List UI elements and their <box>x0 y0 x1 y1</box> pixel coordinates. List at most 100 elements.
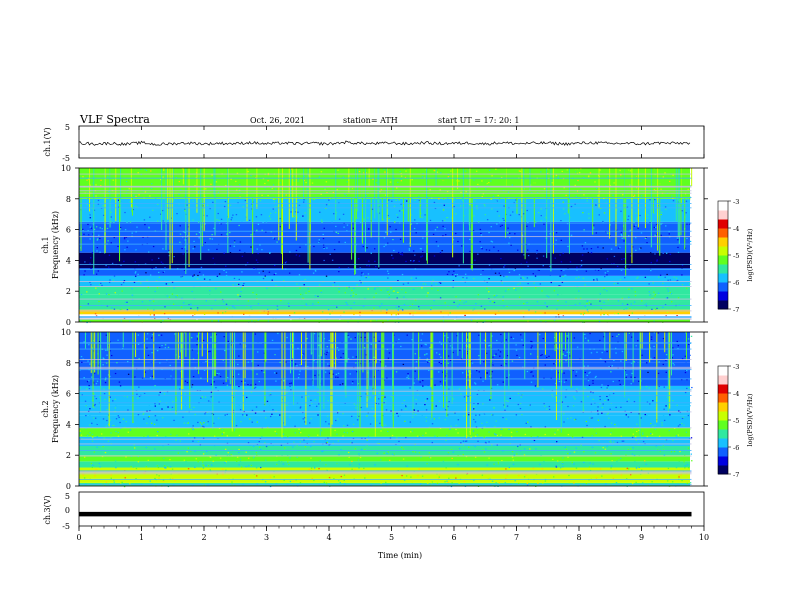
spectral-speckle <box>469 191 472 193</box>
spectral-speckle <box>318 241 320 243</box>
spectral-speckle <box>414 254 416 256</box>
spectral-speckle <box>401 252 403 254</box>
spectral-speckle <box>142 187 144 189</box>
spectral-speckle <box>562 248 564 251</box>
spectral-speckle <box>509 397 511 400</box>
spectral-speckle <box>572 209 574 211</box>
spectral-speckle <box>291 408 293 410</box>
spectral-speckle <box>90 462 93 465</box>
spectral-speckle <box>119 238 122 240</box>
spectral-speckle <box>401 170 403 172</box>
spectral-speckle <box>428 256 430 258</box>
spectral-speckle <box>478 334 480 336</box>
spectral-speckle <box>412 250 415 252</box>
spectral-speckle <box>448 222 450 224</box>
spectral-speckle <box>294 333 296 336</box>
spectral-speckle <box>599 402 601 405</box>
spectral-speckle <box>238 183 241 186</box>
spectral-speckle <box>109 350 111 352</box>
spectral-speckle <box>298 465 300 467</box>
spectral-speckle <box>322 237 325 240</box>
spectral-speckle <box>117 260 120 263</box>
spectral-speckle <box>296 216 298 218</box>
spectral-speckle <box>472 229 475 232</box>
spectral-speckle <box>597 269 600 271</box>
spectral-speckle <box>194 450 196 452</box>
spectral-speckle <box>212 273 214 275</box>
spectral-speckle <box>418 260 420 262</box>
spectral-speckle <box>658 435 661 437</box>
spectral-speckle <box>336 393 339 395</box>
spectral-speckle <box>447 414 449 416</box>
spectral-speckle <box>337 440 340 442</box>
spectral-speckle <box>581 214 583 216</box>
spectral-speckle <box>223 432 225 434</box>
spectral-speckle <box>256 248 258 250</box>
spectral-speckle <box>534 275 537 277</box>
spectral-speckle <box>577 276 580 278</box>
spectral-speckle <box>125 301 127 304</box>
spectral-speckle <box>424 400 427 402</box>
spectral-speckle <box>565 312 567 314</box>
spectral-speckle <box>495 168 497 170</box>
spectral-speckle <box>561 170 563 173</box>
spectral-speckle <box>238 464 240 466</box>
spectral-speckle <box>104 398 106 401</box>
spectral-speckle <box>200 361 202 363</box>
spectral-speckle <box>218 401 220 403</box>
spectral-speckle <box>253 346 256 349</box>
spectral-speckle <box>580 313 582 315</box>
spectral-speckle <box>409 260 412 262</box>
spectral-speckle <box>244 415 246 417</box>
spectral-speckle <box>299 279 301 281</box>
spectral-speckle <box>191 349 194 351</box>
spectral-speckle <box>617 300 620 302</box>
spectral-speckle <box>331 425 333 428</box>
spectral-speckle <box>464 440 467 442</box>
spectral-speckle <box>647 302 649 305</box>
spectral-speckle <box>526 261 528 263</box>
spectral-speckle <box>549 265 551 267</box>
spectral-speckle <box>360 406 362 409</box>
spectral-speckle <box>303 467 306 469</box>
spectral-speckle <box>126 221 128 223</box>
spectral-speckle <box>315 405 318 407</box>
spectral-speckle <box>297 211 299 213</box>
spectral-speckle <box>127 240 129 242</box>
spectral-speckle <box>428 369 430 372</box>
spectral-speckle <box>488 431 490 433</box>
spectral-speckle <box>250 384 252 386</box>
spectral-speckle <box>463 396 466 398</box>
spectral-speckle <box>574 184 576 186</box>
spectral-speckle <box>684 425 686 427</box>
spectral-speckle <box>186 204 188 206</box>
spectral-speckle <box>351 259 353 262</box>
spectral-speckle <box>562 347 565 349</box>
spectral-speckle <box>517 283 519 285</box>
spectral-speckle <box>669 277 672 279</box>
sferic-spike <box>675 168 677 222</box>
spectral-speckle <box>340 297 343 299</box>
spectral-speckle <box>381 224 383 226</box>
spectral-speckle <box>329 253 331 255</box>
spectral-speckle <box>387 319 389 321</box>
spectral-speckle <box>370 484 373 486</box>
sferic-spike <box>684 168 686 250</box>
spectral-speckle <box>520 283 522 285</box>
spectral-speckle <box>403 304 406 306</box>
spectral-speckle <box>137 273 139 275</box>
spectral-speckle <box>486 421 488 423</box>
sferic-spike <box>374 168 376 192</box>
spectral-speckle <box>573 396 575 398</box>
spectral-speckle <box>683 461 685 463</box>
spectral-speckle <box>602 220 604 223</box>
spectral-speckle <box>346 224 349 226</box>
spectral-speckle <box>519 407 522 410</box>
spectral-speckle <box>599 169 601 171</box>
spectral-speckle <box>543 402 545 405</box>
spectral-speckle <box>238 434 241 437</box>
spectral-speckle <box>123 280 126 282</box>
spectral-speckle <box>179 225 181 227</box>
spectral-speckle <box>559 467 562 469</box>
spectral-speckle <box>335 231 338 234</box>
